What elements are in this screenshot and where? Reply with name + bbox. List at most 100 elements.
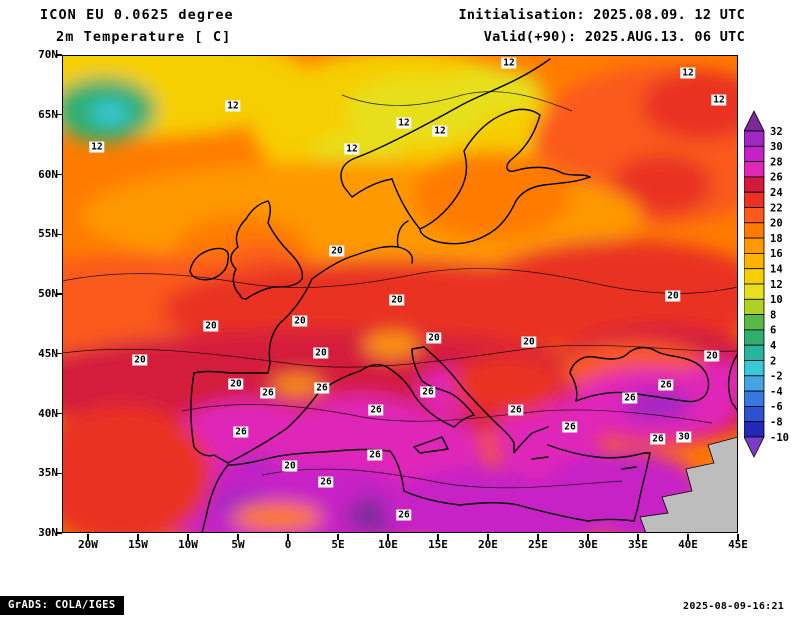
lat-tick: [56, 353, 62, 355]
colorbar-segment: [744, 314, 765, 331]
field-title: 2m Temperature [ C]: [56, 29, 232, 45]
lon-tick: [137, 534, 139, 540]
lat-tick: [56, 293, 62, 295]
colorbar-tick-label: -4: [770, 386, 783, 398]
lon-tick-label: 5E: [331, 538, 345, 551]
lon-tick: [637, 534, 639, 540]
lat-tick-label: 30N: [38, 526, 58, 539]
colorbar-tick-label: 6: [770, 325, 776, 337]
contour-label: 20: [329, 245, 345, 257]
lon-tick-label: 25E: [528, 538, 548, 551]
lon-tick-label: 30E: [578, 538, 598, 551]
lat-tick: [56, 472, 62, 474]
colorbar-tick-label: 4: [770, 340, 776, 352]
lon-tick: [437, 534, 439, 540]
colorbar-arrow-top: [744, 110, 765, 132]
contour-label: 20: [228, 378, 244, 390]
contour-labels-layer: 12 12 12 12 12 12 12 12 20 20 20 20 20 20 20 20 20 20 20 20…: [62, 55, 738, 533]
colorbar-segment: [744, 344, 765, 361]
lon-tick: [687, 534, 689, 540]
colorbar-segment: [744, 360, 765, 377]
colorbar-segment: [744, 375, 765, 392]
contour-label: 26: [562, 421, 578, 433]
colorbar-tick-label: 16: [770, 248, 783, 260]
lon-tick-label: 20W: [78, 538, 98, 551]
colorbar-segment: [744, 130, 765, 147]
contour-label: 26: [508, 404, 524, 416]
contour-label: 26: [367, 449, 383, 461]
contour-label: 20: [292, 315, 308, 327]
colorbar-tick-label: 14: [770, 264, 783, 276]
contour-label: 26: [420, 386, 436, 398]
lon-tick: [87, 534, 89, 540]
colorbar-segment: [744, 222, 765, 239]
contour-label: 20: [203, 320, 219, 332]
model-title: ICON EU 0.0625 degree: [40, 7, 234, 23]
lat-tick: [56, 233, 62, 235]
lat-tick-label: 40N: [38, 406, 58, 420]
lat-tick: [56, 412, 62, 415]
lat-tick: [56, 532, 62, 534]
colorbar-tick-label: 22: [770, 202, 783, 214]
lat-tick-label: 70N: [38, 48, 58, 61]
map-canvas: 12 12 12 12 12 12 12 12 20 20 20 20 20 20 20 20 20 20 20 20…: [62, 55, 738, 533]
lon-tick-label: 5W: [231, 538, 245, 551]
contour-label: 20: [704, 350, 720, 362]
colorbar-segment: [744, 191, 765, 208]
lon-tick-label: 15E: [428, 538, 448, 551]
lon-tick: [487, 534, 489, 540]
lon-tick: [187, 534, 189, 540]
contour-label: 20: [389, 294, 405, 306]
contour-label: 12: [432, 125, 448, 137]
lat-tick-label: 60N: [38, 167, 58, 181]
contour-label: 26: [650, 433, 666, 445]
colorbar-segment: [744, 298, 765, 316]
contour-label: 12: [225, 100, 241, 112]
lat-tick: [56, 114, 62, 116]
colorbar-segment: [744, 145, 765, 162]
lat-tick-label: 45N: [38, 346, 58, 360]
lon-tick-label: 35E: [628, 538, 648, 551]
colorbar-segment: [744, 329, 765, 346]
colorbar: 32 30 28 26 24 22 20 18 16 14 12 10 8 6 4 2 -2 -4 -6 -8 -10: [744, 110, 789, 458]
colorbar-tick-label: 18: [770, 233, 783, 245]
colorbar-tick-label: 28: [770, 156, 783, 168]
colorbar-segment: [744, 252, 765, 270]
contour-label: 20: [426, 332, 442, 344]
valid-time: Valid(+90): 2025.AUG.13. 06 UTC: [483, 29, 745, 45]
colorbar-tick-label: 26: [770, 172, 783, 184]
colorbar-arrow-bottom: [744, 436, 765, 458]
contour-label: 26: [622, 392, 638, 404]
lon-tick: [537, 534, 539, 540]
colorbar-tick-label: 32: [770, 126, 783, 138]
lon-tick-label: 10W: [178, 538, 198, 551]
lon-tick: [237, 534, 239, 540]
colorbar-segment: [744, 405, 765, 423]
initialisation-time: Initialisation: 2025.08.09. 12 UTC: [458, 7, 745, 23]
lon-tick-label: 20E: [478, 538, 498, 551]
contour-label: 20: [521, 336, 537, 348]
colorbar-tick-label: -8: [770, 417, 783, 429]
contour-label: 26: [260, 387, 276, 399]
contour-label: 26: [233, 426, 249, 438]
contour-label: 20: [282, 460, 298, 472]
contour-label: 12: [396, 117, 412, 129]
colorbar-segment: [744, 268, 765, 285]
colorbar-segment: [744, 161, 765, 178]
temperature-map-svg: [62, 55, 738, 533]
contour-label: 12: [680, 67, 696, 79]
colorbar-tick-label: -2: [770, 371, 783, 383]
contour-label: 30: [676, 431, 692, 443]
contour-label: 20: [313, 347, 329, 359]
colorbar-tick-label: 8: [770, 309, 776, 321]
lat-tick-label: 65N: [38, 107, 58, 121]
colorbar-tick-label: 10: [770, 294, 783, 306]
lat-tick-label: 55N: [38, 227, 58, 241]
colorbar-segment: [744, 237, 765, 254]
contour-label: 20: [665, 290, 681, 302]
colorbar-tick-label: -6: [770, 401, 783, 413]
lat-tick-label: 50N: [38, 287, 58, 300]
contour-label: 26: [318, 476, 334, 488]
contour-label: 20: [132, 354, 148, 366]
